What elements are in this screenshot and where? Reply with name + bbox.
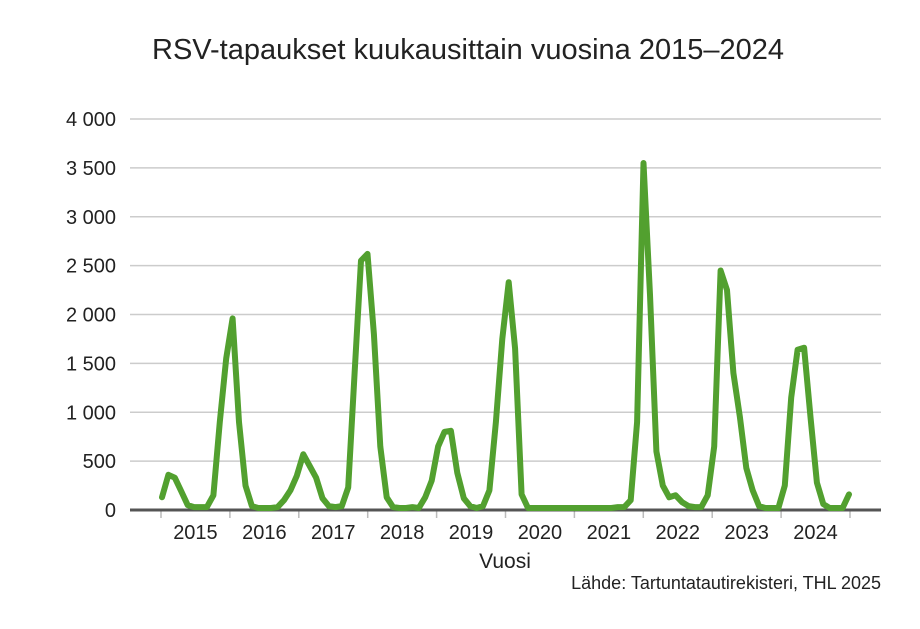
y-tick-label: 500	[83, 451, 116, 473]
y-tick-label: 2 500	[66, 256, 116, 278]
gridlines	[130, 118, 881, 462]
x-tick-label: 2017	[311, 522, 356, 544]
x-tick-label: 2023	[724, 522, 769, 544]
y-tick-label: 4 000	[66, 109, 116, 131]
x-tick-label: 2022	[656, 522, 701, 544]
x-tick-label: 2019	[449, 522, 494, 544]
rsv-cases-line	[159, 160, 852, 511]
x-tick-label: 2018	[380, 522, 425, 544]
x-tick-label: 2016	[242, 522, 287, 544]
y-tick-label: 1 500	[66, 353, 116, 375]
x-tick-label: 2024	[793, 522, 838, 544]
x-axis-label: Vuosi	[479, 550, 531, 573]
x-tick-label: 2021	[587, 522, 632, 544]
x-axis-ticks: 2015 2016 2017 2018 2019 2020 2021 2022 2023 2024	[160, 511, 851, 544]
y-tick-label: 1 000	[66, 402, 116, 424]
chart-title: RSV-tapaukset kuukausittain vuosina 2015…	[152, 34, 784, 66]
source-note: Lähde: Tartuntatautirekisteri, THL 2025	[571, 573, 881, 593]
y-axis-ticks: 0 500 1 000 1 500 2 000 2 500 3 000 3 500 4 000	[66, 109, 116, 522]
y-tick-label: 3 500	[66, 158, 116, 180]
y-tick-label: 0	[105, 500, 116, 522]
x-tick-label: 2020	[518, 522, 563, 544]
x-tick-label: 2015	[173, 522, 218, 544]
y-tick-label: 2 000	[66, 305, 116, 327]
y-tick-label: 3 000	[66, 207, 116, 229]
